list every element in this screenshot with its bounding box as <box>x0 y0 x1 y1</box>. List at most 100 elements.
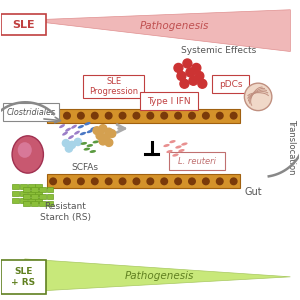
Circle shape <box>147 178 154 184</box>
Circle shape <box>230 112 237 119</box>
Circle shape <box>78 112 84 119</box>
Text: Pathogenesis: Pathogenesis <box>124 271 194 281</box>
Bar <box>35 198 42 203</box>
Circle shape <box>105 112 112 119</box>
Bar <box>46 201 53 206</box>
Text: Type I IFN: Type I IFN <box>147 97 191 106</box>
FancyBboxPatch shape <box>212 75 250 93</box>
Ellipse shape <box>92 140 99 143</box>
FancyBboxPatch shape <box>3 103 59 121</box>
Ellipse shape <box>74 131 80 135</box>
Circle shape <box>202 112 209 119</box>
Bar <box>12 198 19 203</box>
Ellipse shape <box>87 130 93 133</box>
Bar <box>35 191 42 196</box>
FancyBboxPatch shape <box>1 260 46 294</box>
Circle shape <box>192 64 201 72</box>
Ellipse shape <box>68 135 74 139</box>
Ellipse shape <box>163 144 170 147</box>
Ellipse shape <box>80 132 86 135</box>
Circle shape <box>50 178 56 184</box>
Circle shape <box>244 83 272 111</box>
Circle shape <box>177 71 186 80</box>
Text: Systemic Effects: Systemic Effects <box>181 46 256 55</box>
Bar <box>39 194 46 199</box>
Circle shape <box>195 71 204 80</box>
Bar <box>28 191 34 196</box>
Ellipse shape <box>12 136 43 173</box>
Circle shape <box>161 112 167 119</box>
Circle shape <box>93 127 101 134</box>
Ellipse shape <box>178 149 184 152</box>
Bar <box>28 184 34 189</box>
FancyBboxPatch shape <box>169 152 225 170</box>
Circle shape <box>119 112 126 119</box>
Circle shape <box>64 178 70 184</box>
Ellipse shape <box>166 150 173 153</box>
Circle shape <box>74 138 82 146</box>
Bar <box>23 194 30 199</box>
FancyBboxPatch shape <box>47 174 240 188</box>
Ellipse shape <box>90 127 97 130</box>
Ellipse shape <box>71 125 77 129</box>
FancyBboxPatch shape <box>83 75 144 98</box>
Ellipse shape <box>90 150 96 153</box>
Bar <box>23 187 30 192</box>
Bar <box>12 184 19 189</box>
Bar <box>39 187 46 192</box>
Ellipse shape <box>175 146 182 148</box>
Bar <box>46 194 53 199</box>
Circle shape <box>202 178 209 184</box>
Ellipse shape <box>84 148 90 151</box>
Ellipse shape <box>59 124 65 128</box>
Circle shape <box>50 112 56 119</box>
Circle shape <box>183 59 192 68</box>
Circle shape <box>99 124 107 132</box>
FancyBboxPatch shape <box>140 92 198 110</box>
Polygon shape <box>25 10 290 52</box>
Text: Resistant
Starch (RS): Resistant Starch (RS) <box>40 202 91 222</box>
Bar <box>31 201 38 206</box>
Bar <box>46 187 53 192</box>
Ellipse shape <box>81 142 87 145</box>
Circle shape <box>230 178 237 184</box>
Circle shape <box>189 178 195 184</box>
Circle shape <box>175 178 181 184</box>
Circle shape <box>105 139 113 146</box>
Text: SLE: SLE <box>12 20 34 30</box>
Polygon shape <box>25 259 290 292</box>
Ellipse shape <box>181 142 188 146</box>
Bar <box>28 198 34 203</box>
Circle shape <box>217 112 223 119</box>
Ellipse shape <box>65 128 71 132</box>
Ellipse shape <box>172 154 179 157</box>
Text: Pathogenesis: Pathogenesis <box>139 21 209 31</box>
Ellipse shape <box>84 122 91 125</box>
FancyBboxPatch shape <box>47 109 240 123</box>
Text: SLE
+ RS: SLE + RS <box>11 267 35 286</box>
Circle shape <box>217 178 223 184</box>
Bar <box>12 191 19 196</box>
Bar <box>23 201 30 206</box>
Circle shape <box>64 112 70 119</box>
Circle shape <box>198 79 207 88</box>
Text: Translocation: Translocation <box>287 119 296 175</box>
Circle shape <box>161 178 167 184</box>
Ellipse shape <box>62 132 68 136</box>
Ellipse shape <box>87 144 93 147</box>
Circle shape <box>68 141 76 148</box>
Ellipse shape <box>78 125 84 128</box>
Circle shape <box>174 64 183 72</box>
Circle shape <box>102 134 110 141</box>
Ellipse shape <box>169 140 176 143</box>
Circle shape <box>105 128 113 136</box>
Circle shape <box>96 132 104 140</box>
Circle shape <box>186 68 195 77</box>
Bar <box>20 184 27 189</box>
Circle shape <box>105 178 112 184</box>
Bar <box>20 191 27 196</box>
Circle shape <box>78 178 84 184</box>
Text: L. reuteri: L. reuteri <box>178 157 216 166</box>
Circle shape <box>175 112 181 119</box>
Bar <box>31 187 38 192</box>
